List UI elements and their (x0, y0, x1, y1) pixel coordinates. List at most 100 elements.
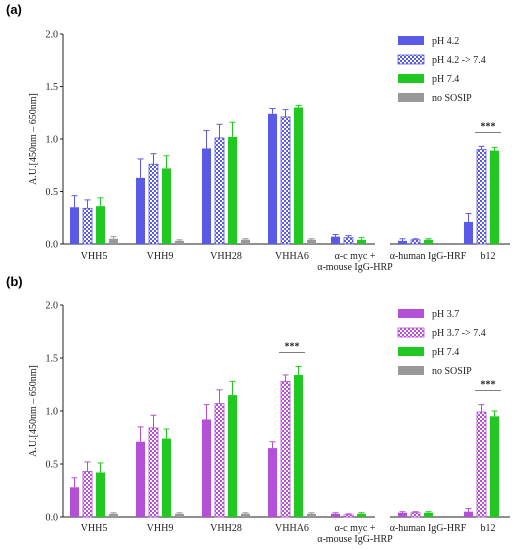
category-label: b12 (481, 523, 496, 534)
y-tick-label: 0.5 (46, 460, 59, 471)
bar (490, 416, 499, 517)
bar (241, 239, 250, 244)
y-tick-label: 1.5 (46, 82, 59, 93)
bar (464, 511, 473, 517)
bar (357, 239, 366, 244)
bar (398, 240, 407, 244)
bar (410, 512, 421, 518)
category-label: VHH28 (210, 251, 242, 262)
bar (136, 177, 145, 244)
legend-label: pH 3.7 -> 7.4 (432, 328, 486, 339)
category-label: α-human IgG-HRF (390, 523, 467, 534)
bar (280, 116, 291, 245)
bar (70, 487, 79, 517)
panel-label: (a) (6, 2, 22, 17)
bar (202, 419, 211, 517)
bar (343, 237, 354, 245)
bar (148, 427, 159, 518)
bar (343, 514, 354, 518)
bar (331, 513, 340, 517)
bar (148, 163, 159, 245)
bar (136, 441, 145, 517)
bar (476, 411, 487, 518)
panel-label: (b) (6, 274, 23, 289)
category-label: b12 (481, 251, 496, 262)
bar (280, 380, 291, 518)
y-tick-label: 2.0 (46, 301, 59, 312)
bar (82, 207, 93, 245)
bar (214, 137, 225, 245)
bar (214, 403, 225, 518)
legend-swatch (398, 74, 424, 83)
bar (109, 238, 118, 244)
bar (398, 512, 407, 517)
category-label: VHH9 (147, 251, 174, 262)
bar (410, 239, 421, 245)
bar (307, 239, 316, 244)
legend-swatch (398, 309, 424, 318)
bar (162, 438, 171, 517)
legend-swatch (398, 347, 424, 356)
bar (96, 206, 105, 244)
y-axis-title: A.U.[450nm – 650nm] (28, 365, 39, 457)
bar (228, 136, 237, 244)
significance-marker: *** (481, 121, 496, 132)
significance-marker: *** (285, 341, 300, 352)
category-label: α-mouse IgG-HRP (317, 262, 393, 273)
category-label: α-human IgG-HRF (390, 251, 467, 262)
bar (70, 207, 79, 244)
legend-label: no SOSIP (432, 366, 472, 377)
category-label: VHHA6 (275, 251, 309, 262)
y-tick-label: 0.0 (46, 240, 59, 251)
legend-swatch (398, 93, 424, 102)
bar (476, 149, 487, 245)
category-label: α-c myc + (335, 251, 376, 262)
legend-swatch (397, 54, 425, 65)
y-tick-label: 1.0 (46, 407, 59, 418)
bar (268, 113, 277, 244)
bar (202, 148, 211, 244)
y-axis-title: A.U.[450nm – 650nm] (28, 93, 39, 185)
y-tick-label: 0.5 (46, 187, 59, 198)
bar (175, 240, 184, 244)
legend-swatch (398, 366, 424, 375)
bar (241, 513, 250, 517)
bar (490, 150, 499, 244)
legend-label: no SOSIP (432, 93, 472, 104)
bar (357, 513, 366, 517)
category-label: VHHA6 (275, 523, 309, 534)
category-label: VHH28 (210, 523, 242, 534)
legend-swatch (397, 327, 425, 338)
bar (109, 513, 118, 517)
y-tick-label: 2.0 (46, 30, 59, 41)
bar (268, 448, 277, 517)
bar (307, 513, 316, 517)
bar (175, 513, 184, 517)
bar (96, 472, 105, 517)
category-label: α-c myc + (335, 523, 376, 534)
category-label: α-mouse IgG-HRP (317, 534, 393, 545)
legend-swatch (398, 36, 424, 45)
bar (424, 512, 433, 517)
legend-label: pH 7.4 (432, 347, 459, 358)
y-tick-label: 1.5 (46, 354, 59, 365)
bar (331, 236, 340, 244)
legend-label: pH 7.4 (432, 74, 459, 85)
y-tick-label: 1.0 (46, 135, 59, 146)
bar (82, 471, 93, 518)
bar (294, 107, 303, 244)
category-label: VHH5 (81, 523, 108, 534)
bar (228, 395, 237, 517)
bar (162, 168, 171, 244)
category-label: VHH5 (81, 251, 108, 262)
category-label: VHH9 (147, 523, 174, 534)
legend-label: pH 4.2 (432, 36, 459, 47)
legend-label: pH 4.2 -> 7.4 (432, 55, 486, 66)
bar (464, 221, 473, 244)
bar (294, 374, 303, 517)
bar (424, 239, 433, 244)
legend-label: pH 3.7 (432, 309, 459, 320)
significance-marker: *** (481, 380, 496, 391)
y-tick-label: 0.0 (46, 513, 59, 524)
